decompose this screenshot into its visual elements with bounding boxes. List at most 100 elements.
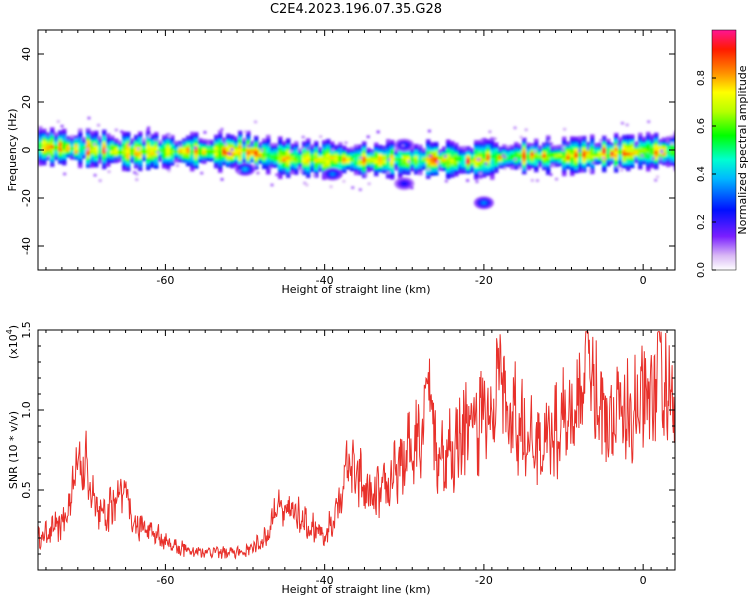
heatmap-cell [218, 139, 223, 143]
heatmap-cell [78, 158, 83, 162]
heatmap-cell [430, 148, 435, 152]
heatmap-cell [50, 130, 55, 134]
heatmap-cell [294, 159, 299, 163]
heatmap-cell [510, 165, 515, 170]
heatmap-cell [166, 157, 171, 161]
heatmap-speck [555, 177, 559, 181]
heatmap-cell [366, 168, 371, 173]
heatmap-cell [482, 138, 487, 142]
heatmap-cell [606, 159, 611, 164]
heatmap-speck [107, 170, 111, 173]
heatmap-cell [254, 165, 259, 170]
heatmap-cell [514, 148, 519, 152]
heatmap-cell [446, 151, 451, 156]
heatmap-speck [224, 143, 228, 146]
heatmap-cell [566, 159, 571, 164]
heatmap-cell [586, 145, 591, 149]
heatmap-cell [650, 140, 655, 145]
heatmap-cell [74, 156, 79, 160]
heatmap-cell [602, 135, 607, 140]
heatmap-cell [522, 164, 527, 169]
heatmap-cell [350, 146, 355, 151]
heatmap-cell [542, 148, 547, 153]
heatmap-cell [150, 140, 155, 144]
heatmap-speck [670, 134, 674, 138]
heatmap-cell [302, 156, 307, 160]
heatmap-cell [230, 140, 235, 145]
heatmap-cell [542, 163, 547, 168]
heatmap-cell [646, 140, 651, 145]
heatmap-cell [662, 149, 667, 154]
heatmap-cell [626, 143, 631, 148]
heatmap-cell [490, 161, 495, 165]
heatmap-cell [466, 146, 471, 150]
heatmap-cell [82, 152, 87, 156]
heatmap-cell [518, 149, 523, 154]
heatmap-cell [114, 147, 119, 151]
heatmap-cell [106, 136, 111, 140]
heatmap-cell [210, 145, 215, 150]
heatmap-cell [562, 172, 567, 177]
heatmap-cell [238, 151, 243, 156]
heatmap-cell [166, 154, 171, 158]
heatmap-cell [590, 146, 595, 150]
heatmap-speck [203, 131, 207, 134]
heatmap-cell [138, 155, 143, 160]
bottom-y-axis-label: SNR (10 * v/v) [7, 411, 20, 489]
heatmap-cell [470, 157, 475, 161]
heatmap-speck [133, 171, 137, 174]
heatmap-cell [406, 162, 411, 166]
heatmap-cell [46, 147, 51, 152]
heatmap-cell [362, 168, 367, 172]
heatmap-cell [118, 140, 123, 144]
heatmap-cell [450, 168, 455, 172]
heatmap-cell [510, 162, 515, 167]
heatmap-cell [346, 151, 351, 155]
heatmap-cell [70, 144, 75, 148]
heatmap-speck [586, 147, 590, 150]
heatmap-cell [570, 169, 575, 173]
heatmap-cell [662, 161, 667, 166]
heatmap-speck [85, 148, 89, 151]
heatmap-cell [150, 152, 155, 156]
heatmap-cell [50, 139, 55, 143]
heatmap-cell [50, 163, 55, 167]
heatmap-cell [554, 151, 559, 155]
heatmap-cell [186, 162, 191, 167]
heatmap-cell [310, 144, 315, 149]
heatmap-cell [582, 138, 587, 143]
heatmap-cell [546, 141, 551, 145]
heatmap-cell [498, 161, 503, 166]
heatmap-cell [650, 143, 655, 148]
heatmap-cell [334, 165, 339, 170]
heatmap-cell [50, 142, 55, 146]
heatmap-cell [230, 137, 235, 142]
heatmap-cell [270, 161, 275, 165]
heatmap-cell [354, 150, 359, 155]
heatmap-cell [178, 152, 183, 157]
heatmap-cell [62, 128, 67, 133]
heatmap-cell [230, 152, 235, 157]
heatmap-cell [270, 146, 275, 150]
heatmap-cell [266, 152, 271, 157]
heatmap-cell [634, 147, 639, 151]
heatmap-cell [590, 149, 595, 153]
heatmap-cell [154, 153, 159, 157]
heatmap-cell [142, 154, 147, 159]
heatmap-cell [666, 154, 671, 158]
heatmap-cell [286, 165, 291, 169]
heatmap-cell [662, 140, 667, 145]
heatmap-cell [390, 149, 395, 153]
heatmap-speck [660, 149, 664, 153]
heatmap-cell [110, 150, 115, 155]
heatmap-cell [562, 157, 567, 162]
heatmap-cell [578, 142, 583, 146]
heatmap-cell [386, 151, 391, 155]
heatmap-cell [278, 169, 283, 173]
heatmap-cell [470, 169, 475, 173]
heatmap-cell [266, 167, 271, 172]
heatmap-blob [401, 182, 407, 186]
heatmap-cell [506, 160, 511, 165]
heatmap-cell [106, 157, 111, 161]
heatmap-cell [90, 164, 95, 168]
